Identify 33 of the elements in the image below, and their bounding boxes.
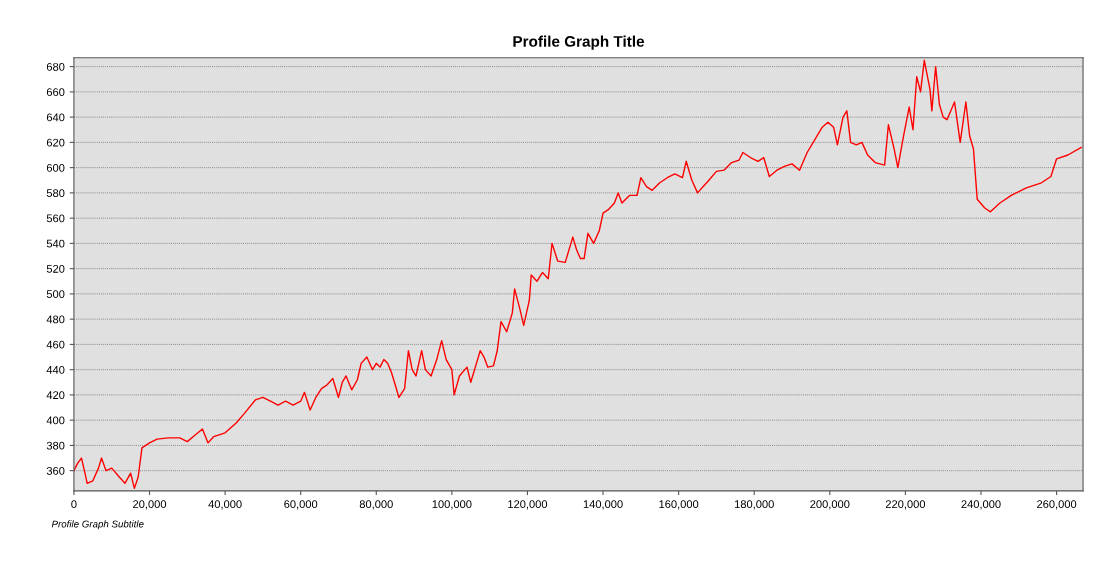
x-tick-label: 260,000 [1037,500,1077,510]
y-tick-label: 380 [46,441,65,450]
y-tick-label: 560 [46,214,65,223]
x-tick-label: 0 [71,500,77,509]
x-tick-label: 120,000 [508,500,548,510]
y-tick-label: 460 [46,340,65,349]
y-tick-label: 680 [46,62,65,71]
x-tick-label: 240,000 [961,500,1001,510]
y-tick-label: 580 [46,189,65,198]
text: Profile Graph Subtitle [51,520,144,530]
x-tick-label: 200,000 [810,500,850,510]
y-tick-label: 620 [46,138,65,147]
x-tick-label: 220,000 [885,500,926,510]
x-tick-label: 60,000 [284,500,318,510]
y-tick-label: 500 [46,290,65,299]
y-tick-label: 660 [46,88,65,97]
y-tick-label: 600 [46,163,65,172]
x-tick-label: 40,000 [208,500,242,510]
x-tick-label: 20,000 [133,500,167,510]
y-tick-label: 420 [46,391,65,400]
x-tick-label: 180,000 [734,500,774,510]
x-tick-label: 140,000 [583,500,623,510]
y-tick-label: 540 [46,239,65,248]
y-tick-label: 480 [46,315,65,324]
y-tick-label: 520 [46,264,65,273]
x-tick-label: 160,000 [659,500,699,510]
y-tick-label: 440 [46,365,65,374]
x-tick-label: 80,000 [359,500,393,510]
y-tick-label: 400 [46,416,65,425]
y-tick-label: 360 [46,466,65,475]
x-tick-label: 100,000 [432,500,472,510]
chart-title: Profile Graph Title [513,35,645,50]
y-tick-label: 640 [46,113,65,122]
